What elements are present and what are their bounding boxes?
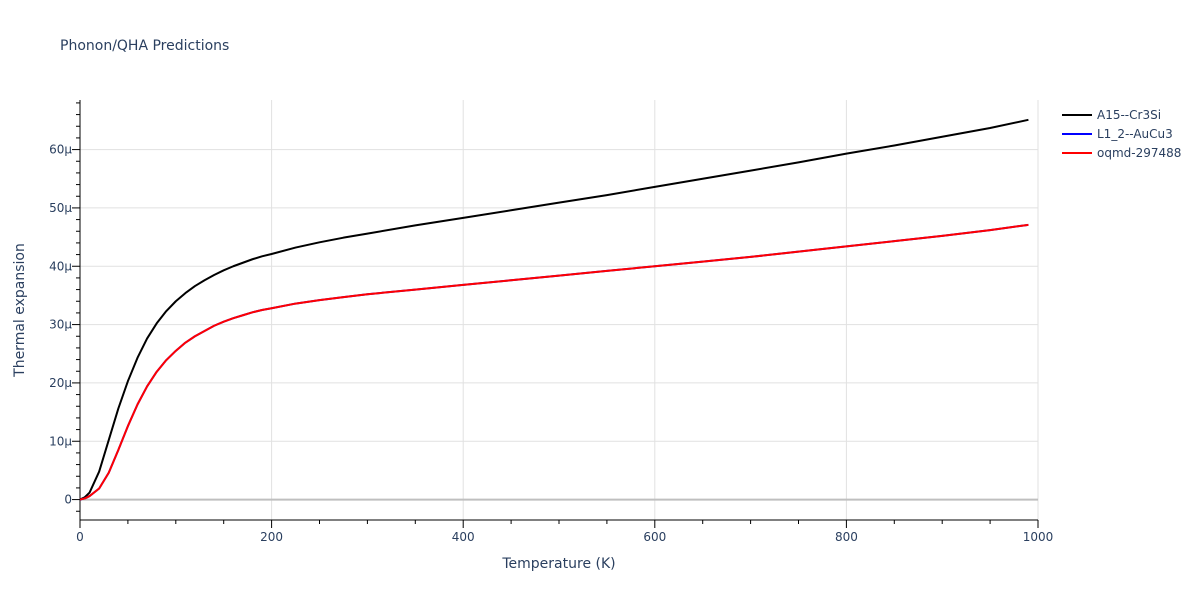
series-line-3 (79, 223, 1029, 501)
y-tick-label: 30μ (49, 318, 72, 332)
chart-title: Phonon/QHA Predictions (60, 38, 229, 54)
legend-item-1[interactable]: A15--Cr3Si (1062, 108, 1161, 122)
y-tick-label: 10μ (49, 434, 72, 448)
series-line-1 (79, 118, 1029, 501)
x-tick-label: 400 (452, 530, 475, 544)
y-tick-label: 20μ (49, 376, 72, 390)
legend-item-2[interactable]: L1_2--AuCu3 (1062, 127, 1173, 141)
legend-label: L1_2--AuCu3 (1097, 127, 1173, 141)
x-tick-label: 1000 (1023, 530, 1054, 544)
legend-label: oqmd-297488 (1097, 146, 1181, 160)
y-tick-label: 50μ (49, 201, 72, 215)
y-tick-label: 60μ (49, 143, 72, 157)
x-tick-label: 0 (76, 530, 84, 544)
legend-item-3[interactable]: oqmd-297488 (1062, 146, 1181, 160)
x-axis-title: Temperature (K) (501, 556, 615, 572)
y-axis-title: Thermal expansion (12, 243, 28, 378)
x-tick-label: 200 (260, 530, 283, 544)
series-lines (79, 118, 1029, 501)
legend[interactable]: A15--Cr3Si L1_2--AuCu3 oqmd-297488 (1062, 108, 1181, 160)
tick-labels: 0 200 400 600 800 1000 0 10μ 20μ 30μ 40μ 50μ 60μ (49, 143, 1053, 544)
x-tick-label: 800 (835, 530, 858, 544)
grid-lines (80, 100, 1039, 520)
axes (72, 100, 1039, 528)
y-tick-label: 0 (64, 493, 72, 507)
y-tick-label: 40μ (49, 259, 72, 273)
legend-label: A15--Cr3Si (1097, 108, 1161, 122)
x-tick-label: 600 (643, 530, 666, 544)
